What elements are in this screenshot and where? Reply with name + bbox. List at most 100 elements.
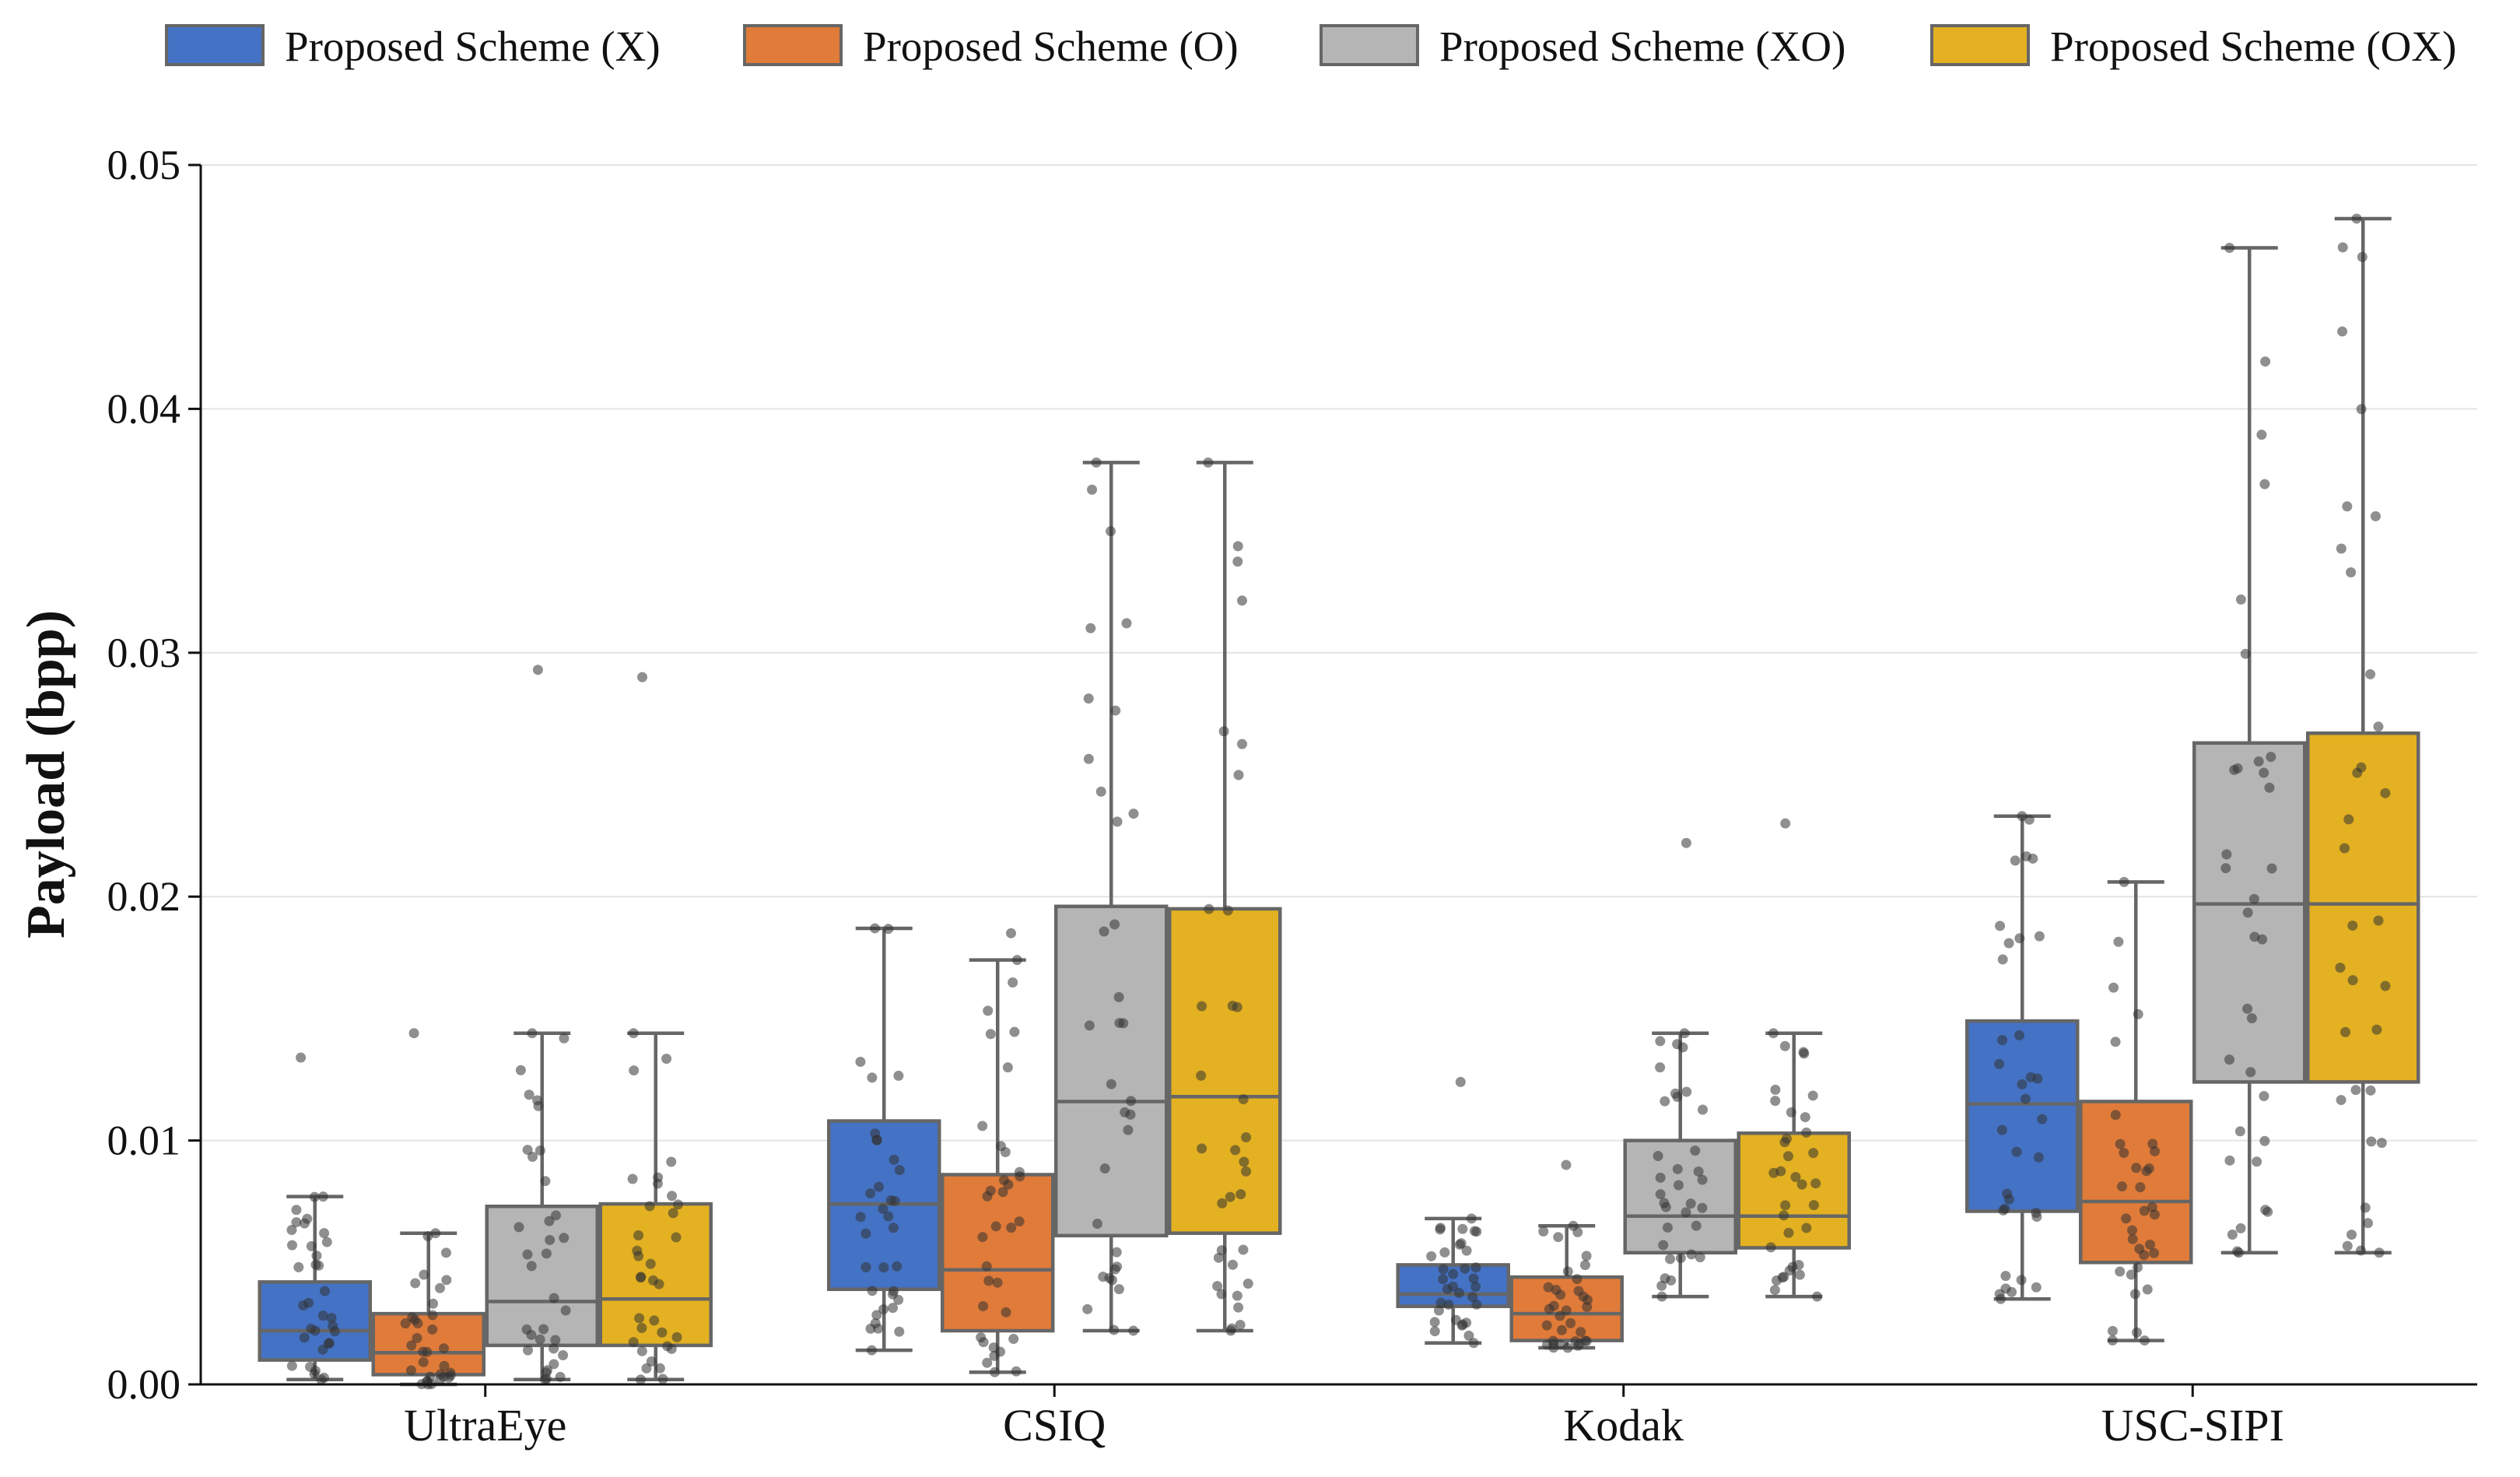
data-point bbox=[1812, 1291, 1823, 1302]
data-point bbox=[2235, 1223, 2246, 1233]
data-point bbox=[1691, 1220, 1702, 1231]
outlier-point bbox=[637, 672, 648, 682]
data-point bbox=[878, 1203, 888, 1214]
legend-swatch bbox=[1930, 24, 2030, 66]
data-point bbox=[319, 1286, 330, 1296]
data-point bbox=[632, 1245, 643, 1256]
data-point bbox=[2037, 1114, 2048, 1124]
data-point bbox=[1106, 1079, 1116, 1089]
outlier-point bbox=[296, 1052, 307, 1063]
data-point bbox=[527, 1152, 538, 1163]
data-point bbox=[1808, 1200, 1819, 1211]
data-point bbox=[1092, 1219, 1102, 1230]
category-label: USC-SIPI bbox=[2101, 1400, 2284, 1451]
data-point bbox=[1225, 1191, 1235, 1202]
data-point bbox=[878, 1262, 889, 1273]
data-point bbox=[551, 1210, 562, 1221]
y-tick-label: 0.03 bbox=[107, 630, 181, 676]
data-point bbox=[1675, 1253, 1686, 1264]
axes bbox=[199, 165, 2477, 1386]
data-point bbox=[422, 1346, 433, 1357]
data-point bbox=[992, 1277, 1003, 1288]
data-point bbox=[636, 1345, 647, 1356]
data-point bbox=[2139, 1205, 2150, 1216]
data-point bbox=[549, 1359, 559, 1370]
box-iqr bbox=[1054, 904, 1169, 1238]
data-point bbox=[2227, 1230, 2238, 1240]
box-iqr bbox=[2306, 731, 2420, 1084]
data-point bbox=[888, 1286, 899, 1296]
data-point bbox=[2011, 1146, 2022, 1157]
data-point bbox=[1447, 1281, 1458, 1292]
data-point bbox=[1779, 1040, 1790, 1051]
data-point bbox=[1235, 1189, 1246, 1200]
box-plot bbox=[2306, 216, 2420, 1255]
data-point bbox=[2132, 1327, 2143, 1338]
legend-label: Proposed Scheme (O) bbox=[863, 23, 1239, 70]
data-point bbox=[1241, 1132, 1252, 1143]
data-point bbox=[654, 1363, 665, 1374]
data-point bbox=[286, 1240, 297, 1251]
data-point bbox=[867, 1072, 878, 1083]
data-point bbox=[2234, 1126, 2245, 1137]
data-point bbox=[2342, 1240, 2353, 1251]
box-iqr bbox=[485, 1204, 599, 1348]
data-point bbox=[2016, 1275, 2027, 1286]
data-point bbox=[1548, 1300, 1559, 1311]
data-point bbox=[888, 1154, 899, 1165]
data-point bbox=[1011, 1366, 1022, 1377]
data-point bbox=[2116, 1181, 2127, 1192]
data-point bbox=[2365, 1085, 2376, 1096]
data-point bbox=[977, 1232, 988, 1243]
data-point bbox=[1997, 1035, 2008, 1046]
data-point bbox=[438, 1371, 449, 1382]
data-point bbox=[1570, 1336, 1581, 1347]
data-point bbox=[1786, 1107, 1796, 1117]
data-point bbox=[425, 1371, 436, 1382]
data-point bbox=[1212, 1281, 1223, 1292]
data-point bbox=[1693, 1166, 1704, 1177]
data-point bbox=[2139, 1250, 2150, 1261]
data-point bbox=[2343, 814, 2354, 825]
data-point bbox=[1099, 926, 1109, 937]
data-point bbox=[2145, 1239, 2156, 1250]
data-point bbox=[545, 1234, 556, 1245]
data-point bbox=[997, 1187, 1008, 1198]
data-point bbox=[865, 1323, 876, 1334]
legend-label: Proposed Scheme (X) bbox=[285, 23, 661, 70]
data-point bbox=[1126, 1096, 1137, 1107]
data-point bbox=[636, 1272, 647, 1282]
data-point bbox=[1810, 1178, 1821, 1189]
data-point bbox=[418, 1356, 429, 1367]
x-ticks: UltraEye CSIQ Kodak USC-SIPI bbox=[404, 1384, 2284, 1451]
data-point bbox=[2031, 1212, 2042, 1223]
data-point bbox=[628, 1337, 639, 1348]
data-point bbox=[1561, 1305, 1572, 1316]
data-point bbox=[1204, 903, 1214, 914]
data-point bbox=[644, 1201, 655, 1212]
data-point bbox=[1653, 1151, 1663, 1162]
data-point bbox=[1807, 1090, 1818, 1101]
data-point bbox=[2356, 404, 2367, 415]
data-point bbox=[1218, 726, 1229, 737]
data-point bbox=[2253, 756, 2264, 767]
data-point bbox=[1091, 457, 1102, 468]
data-point bbox=[878, 1303, 889, 1314]
data-point bbox=[1203, 457, 1214, 468]
data-point bbox=[2356, 1245, 2367, 1256]
data-point bbox=[1438, 1274, 1449, 1285]
data-point bbox=[662, 1341, 673, 1352]
data-point bbox=[889, 1195, 900, 1206]
data-point bbox=[2003, 938, 2014, 949]
data-point bbox=[319, 1228, 330, 1239]
data-point bbox=[2020, 1093, 2031, 1104]
data-point bbox=[1006, 1223, 1017, 1233]
data-point bbox=[2110, 1037, 2121, 1047]
data-point bbox=[867, 1286, 878, 1296]
data-point bbox=[2374, 1247, 2385, 1258]
data-point bbox=[1685, 1198, 1696, 1209]
data-point bbox=[2119, 876, 2129, 887]
box-plot bbox=[827, 926, 941, 1352]
box-plot bbox=[485, 1031, 599, 1381]
